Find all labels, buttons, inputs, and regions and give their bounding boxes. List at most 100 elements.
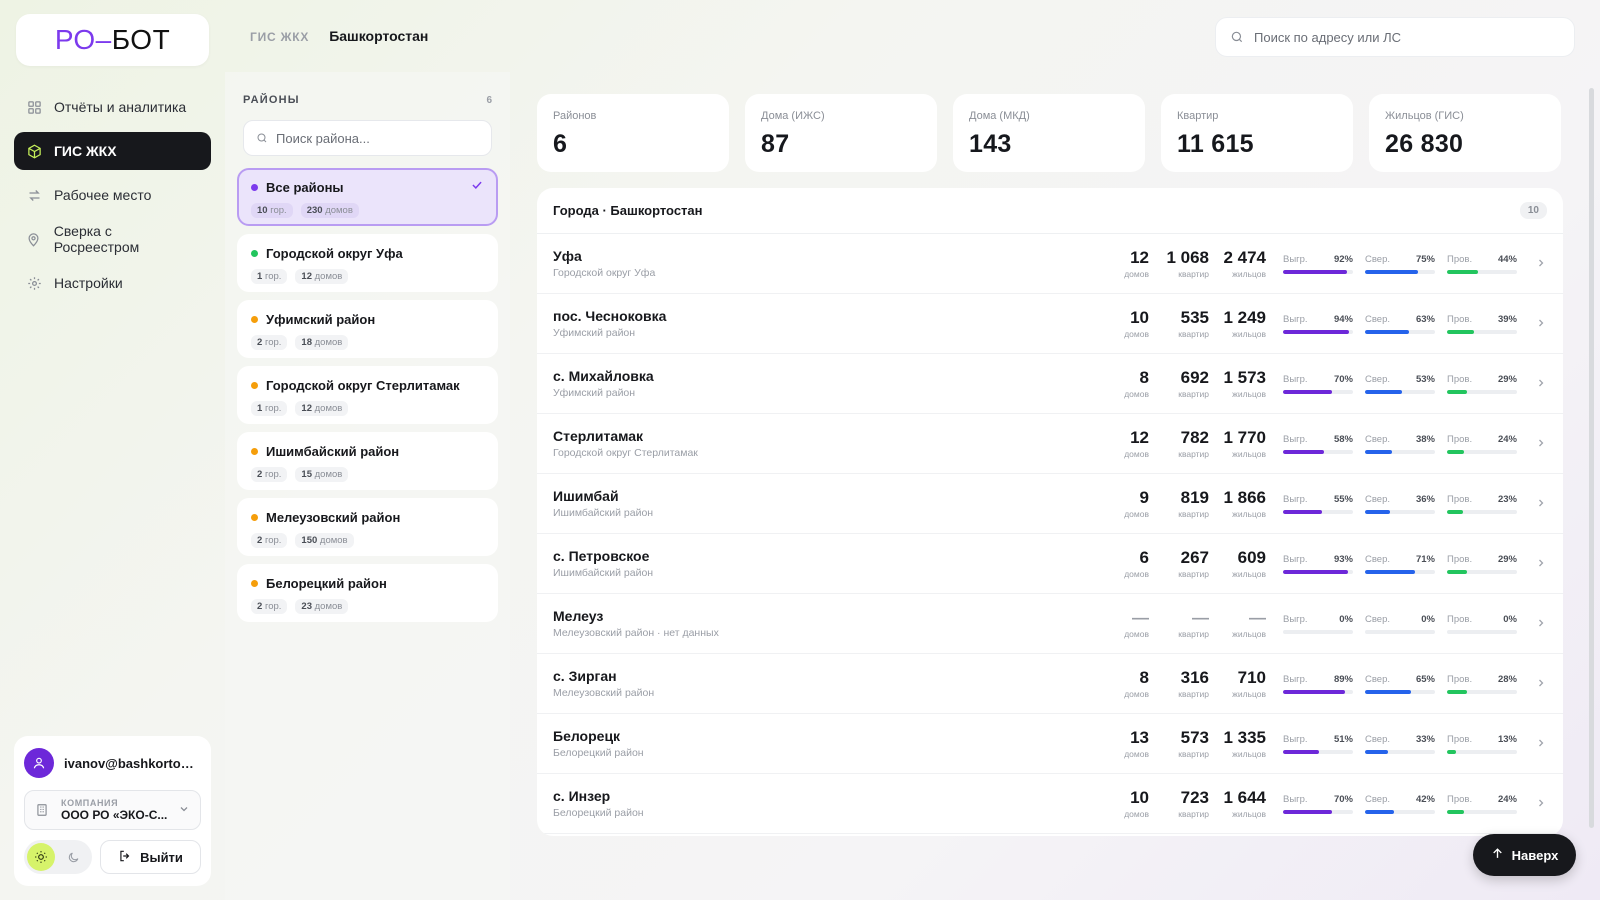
chevron-right-icon[interactable] xyxy=(1523,436,1547,452)
upload-percent: 94% xyxy=(1333,313,1353,325)
table-row[interactable]: Ишимбай Ишимбайский район 9 домов 819 кв… xyxy=(537,474,1563,534)
table-row[interactable]: с. Инзер Белорецкий район 10 домов 723 к… xyxy=(537,774,1563,834)
logout-button[interactable]: Выйти xyxy=(100,840,201,874)
city-name: с. Петровское xyxy=(553,548,650,564)
reconcile-percent: 53% xyxy=(1415,373,1435,385)
reconcile-progress: Свер. 36% xyxy=(1365,494,1435,514)
nav-item-3[interactable]: Сверка с Росреестром xyxy=(14,220,211,258)
district-name: Уфимский район xyxy=(266,312,376,327)
city-name: с. Инзер xyxy=(553,788,611,804)
chevron-right-icon[interactable] xyxy=(1523,316,1547,332)
district-cities-tag: 2 гор. xyxy=(251,467,288,482)
check-bar-fill xyxy=(1447,749,1457,754)
table-row[interactable]: Стерлитамак Городской округ Стерлитамак … xyxy=(537,414,1563,474)
chevron-right-icon[interactable] xyxy=(1523,496,1547,512)
user-row[interactable]: ivanov@bashkortost... xyxy=(24,746,201,780)
chevron-right-icon[interactable] xyxy=(1523,376,1547,392)
check-percent: 28% xyxy=(1497,673,1517,685)
reconcile-percent: 65% xyxy=(1415,673,1435,685)
houses-metric: 10 домов xyxy=(1124,787,1149,819)
city-name: Стерлитамак xyxy=(553,428,644,444)
table-row[interactable]: с. Петровское Ишимбайский район 6 домов … xyxy=(537,534,1563,594)
district-item[interactable]: Мелеузовский район 2 гор. 150 домов xyxy=(237,498,498,556)
breadcrumb-section[interactable]: ГИС ЖКХ xyxy=(250,30,310,44)
district-item[interactable]: Городской округ Стерлитамак 1 гор. 12 до… xyxy=(237,366,498,424)
address-search-input[interactable] xyxy=(1254,29,1560,45)
reconcile-percent: 75% xyxy=(1415,253,1435,265)
page-scrollbar[interactable] xyxy=(1589,88,1594,828)
table-row[interactable]: пос. Чесноковка Уфимский район 10 домов … xyxy=(537,294,1563,354)
stat-value: 6 xyxy=(553,130,568,158)
table-row[interactable]: Белорецк Белорецкий район 13 домов 573 к… xyxy=(537,714,1563,774)
city-district: Городской округ Уфа xyxy=(553,267,656,279)
table-row[interactable]: Мелеуз Мелеузовский район · нет данных —… xyxy=(537,594,1563,654)
residents-metric: — жильцов xyxy=(1232,607,1266,639)
district-status-dot xyxy=(251,514,258,521)
district-cities-tag: 2 гор. xyxy=(251,599,288,614)
table-row[interactable]: Уфа Городской округ Уфа 12 домов 1 068 к… xyxy=(537,234,1563,294)
nav-item-0[interactable]: Отчёты и аналитика xyxy=(14,88,211,126)
logo[interactable]: РО–БОТ xyxy=(16,14,209,66)
chevron-right-icon[interactable] xyxy=(1523,556,1547,572)
theme-toggle[interactable] xyxy=(24,840,92,874)
district-name: Все районы xyxy=(266,180,344,195)
upload-bar-fill xyxy=(1283,509,1322,514)
nav-item-2[interactable]: Рабочее место xyxy=(14,176,211,214)
company-select[interactable]: КОМПАНИЯ ООО РО «ЭКО-С... xyxy=(24,790,201,830)
upload-percent: 70% xyxy=(1333,373,1353,385)
chevron-right-icon[interactable] xyxy=(1523,676,1547,692)
sun-icon[interactable] xyxy=(27,843,55,871)
district-name: Городской округ Уфа xyxy=(266,246,403,261)
check-progress: Пров. 13% xyxy=(1447,734,1517,754)
nav-item-label: Отчёты и аналитика xyxy=(54,99,187,115)
district-item[interactable]: Все районы 10 гор. 230 домов xyxy=(237,168,498,226)
upload-percent: 92% xyxy=(1333,253,1353,265)
city-district: Уфимский район xyxy=(553,327,636,339)
chevron-right-icon[interactable] xyxy=(1523,256,1547,272)
chevron-right-icon[interactable] xyxy=(1523,616,1547,632)
reconcile-progress: Свер. 0% xyxy=(1365,614,1435,634)
district-item[interactable]: Ишимбайский район 2 гор. 15 домов xyxy=(237,432,498,490)
check-bar-fill xyxy=(1447,269,1478,274)
district-name: Ишимбайский район xyxy=(266,444,400,459)
district-cities-tag: 1 гор. xyxy=(251,269,288,284)
nav-item-1[interactable]: ГИС ЖКХ xyxy=(14,132,211,170)
residents-metric: 1 573 жильцов xyxy=(1223,367,1266,399)
nav-item-4[interactable]: Настройки xyxy=(14,264,211,302)
scroll-top-button[interactable]: Наверх xyxy=(1473,834,1576,876)
check-progress: Пров. 28% xyxy=(1447,674,1517,694)
check-percent: 44% xyxy=(1497,253,1517,265)
district-search-input[interactable] xyxy=(276,130,479,146)
upload-percent: 0% xyxy=(1339,613,1353,625)
user-card: ivanov@bashkortost... КОМПАНИЯ ООО РО «Э… xyxy=(14,736,211,886)
residents-metric: 2 474 жильцов xyxy=(1223,247,1266,279)
flats-metric: 723 квартир xyxy=(1178,787,1209,819)
table-row[interactable]: с. Зирган Мелеузовский район 8 домов 316… xyxy=(537,654,1563,714)
stat-label: Дома (МКД) xyxy=(969,110,1030,122)
city-district: Белорецкий район xyxy=(553,807,644,819)
flats-metric: 316 квартир xyxy=(1178,667,1209,699)
table-row[interactable]: с. Михайловка Уфимский район 8 домов 692… xyxy=(537,354,1563,414)
logout-label: Выйти xyxy=(140,849,183,865)
flats-metric: 1 068 квартир xyxy=(1166,247,1209,279)
district-item[interactable]: Белорецкий район 2 гор. 23 домов xyxy=(237,564,498,622)
stat-label: Жильцов (ГИС) xyxy=(1385,110,1464,122)
district-item[interactable]: Уфимский район 2 гор. 18 домов xyxy=(237,300,498,358)
chevron-right-icon[interactable] xyxy=(1523,796,1547,812)
district-cities-tag: 1 гор. xyxy=(251,401,288,416)
moon-icon[interactable] xyxy=(59,843,87,871)
stat-label: Дома (ИЖС) xyxy=(761,110,825,122)
residents-metric: 710 жильцов xyxy=(1232,667,1266,699)
reconcile-percent: 63% xyxy=(1415,313,1435,325)
chevron-right-icon[interactable] xyxy=(1523,736,1547,752)
upload-percent: 93% xyxy=(1333,553,1353,565)
upload-bar-fill xyxy=(1283,569,1349,574)
gear-icon xyxy=(26,275,42,291)
check-percent: 39% xyxy=(1497,313,1517,325)
city-name: Белорецк xyxy=(553,728,621,744)
address-search[interactable] xyxy=(1215,17,1575,57)
district-item[interactable]: Городской округ Уфа 1 гор. 12 домов xyxy=(237,234,498,292)
district-search[interactable] xyxy=(243,120,492,156)
reconcile-bar-fill xyxy=(1365,329,1410,334)
reconcile-percent: 33% xyxy=(1415,733,1435,745)
